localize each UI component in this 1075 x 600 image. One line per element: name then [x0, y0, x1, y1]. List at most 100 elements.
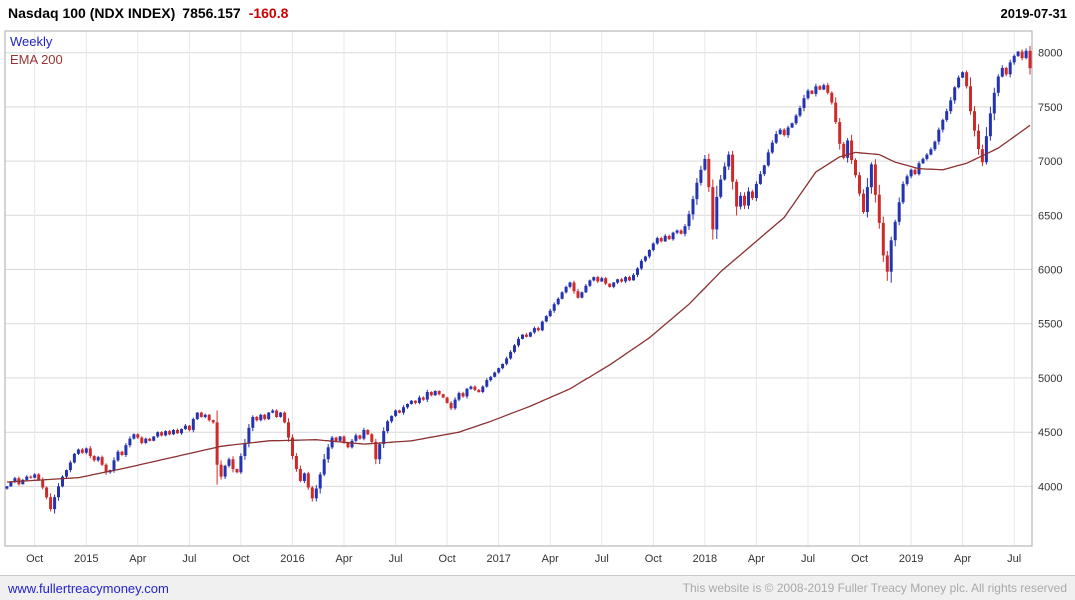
candle-body — [1000, 67, 1004, 77]
candle-body — [346, 443, 350, 448]
candle-body — [100, 457, 104, 465]
candle-body — [921, 158, 925, 164]
candle-body — [279, 412, 283, 417]
candle-body — [782, 129, 786, 136]
candle-body — [33, 474, 37, 478]
candle-body — [687, 214, 691, 227]
candle-body — [485, 380, 489, 387]
candle-body — [548, 310, 552, 317]
candle-body — [342, 436, 346, 443]
ema-line — [6, 124, 1031, 483]
candle-body — [251, 417, 255, 428]
candle-body — [806, 90, 810, 99]
footer-copyright: This website is © 2008-2019 Fuller Treac… — [682, 581, 1067, 595]
candle-body — [925, 154, 929, 159]
candle-body — [457, 393, 461, 400]
candle-body — [743, 195, 746, 206]
x-axis-tick-label: Jul — [595, 553, 609, 565]
candle-body — [584, 285, 588, 293]
candle-body — [933, 141, 937, 150]
candle-body — [164, 431, 168, 436]
candle-body — [770, 142, 774, 153]
candle-body — [572, 282, 576, 292]
candle-body — [25, 476, 29, 480]
candle-body — [318, 474, 322, 489]
candle-body — [691, 199, 695, 215]
candle-body — [231, 459, 235, 470]
candle-body — [731, 154, 735, 182]
candle-body — [513, 345, 516, 352]
candle-body — [13, 478, 17, 482]
candle-body — [723, 166, 727, 180]
x-axis-tick-label: Oct — [851, 553, 868, 565]
candle-body — [913, 169, 917, 175]
candle-body — [92, 456, 96, 461]
candle-body — [489, 376, 493, 381]
candle-body — [953, 87, 957, 101]
candle-body — [667, 235, 671, 240]
candle-body — [675, 230, 679, 233]
candle-body — [1008, 62, 1012, 75]
candle-body — [263, 414, 267, 420]
candle-body — [984, 136, 988, 163]
candle-body — [310, 487, 314, 499]
candle-body — [350, 440, 354, 448]
candle-body — [338, 436, 342, 441]
candle-body — [977, 130, 980, 150]
x-axis-tick-label: Apr — [335, 553, 352, 565]
candle-body — [719, 179, 723, 197]
candle-body — [616, 279, 620, 283]
candle-body — [544, 316, 548, 322]
y-axis-tick-label: 8000 — [1038, 48, 1062, 60]
candle-body — [417, 397, 421, 403]
candle-body — [294, 456, 298, 469]
candle-body — [271, 410, 275, 413]
candle-body — [695, 182, 699, 200]
price-change: -160.8 — [248, 5, 289, 21]
x-axis-tick-label: Apr — [129, 553, 146, 565]
candle-body — [941, 119, 945, 130]
candle-body — [854, 160, 857, 176]
candle-body — [830, 92, 834, 103]
x-axis-tick-label: Oct — [232, 553, 249, 565]
candle-body — [80, 449, 84, 453]
candle-body — [505, 358, 509, 364]
candle-body — [628, 277, 631, 281]
candle-body — [259, 414, 263, 421]
x-axis-tick-label: Apr — [542, 553, 559, 565]
candle-body — [612, 282, 616, 287]
candle-body — [172, 430, 175, 435]
candle-body — [524, 334, 528, 337]
candle-body — [37, 474, 41, 480]
candle-body — [996, 76, 1000, 93]
candle-body — [362, 430, 366, 439]
candle-body — [326, 447, 330, 460]
candle-body — [199, 412, 203, 417]
candle-body — [449, 402, 453, 409]
candle-body — [727, 154, 731, 167]
candle-body — [140, 437, 144, 443]
candle-body — [528, 332, 532, 337]
candle-body — [160, 432, 164, 436]
candle-body — [822, 85, 826, 90]
candle-body — [865, 187, 869, 212]
candle-body — [370, 434, 374, 442]
candle-body — [176, 430, 179, 434]
candle-body — [624, 277, 628, 282]
candle-body — [711, 187, 715, 230]
candle-body — [620, 279, 624, 282]
candle-body — [814, 86, 818, 94]
candle-body — [461, 393, 465, 397]
candle-body — [433, 391, 437, 396]
y-axis-tick-label: 7000 — [1038, 156, 1062, 168]
candle-body — [5, 486, 9, 489]
candle-body — [873, 164, 877, 195]
candle-body — [243, 443, 247, 456]
candle-body — [969, 86, 972, 112]
candle-body — [655, 238, 659, 244]
candle-body — [715, 196, 719, 230]
candle-body — [72, 453, 76, 463]
footer-site-link[interactable]: www.fullertreacymoney.com — [8, 580, 169, 596]
candle-body — [41, 479, 45, 488]
candle-body — [826, 85, 830, 93]
